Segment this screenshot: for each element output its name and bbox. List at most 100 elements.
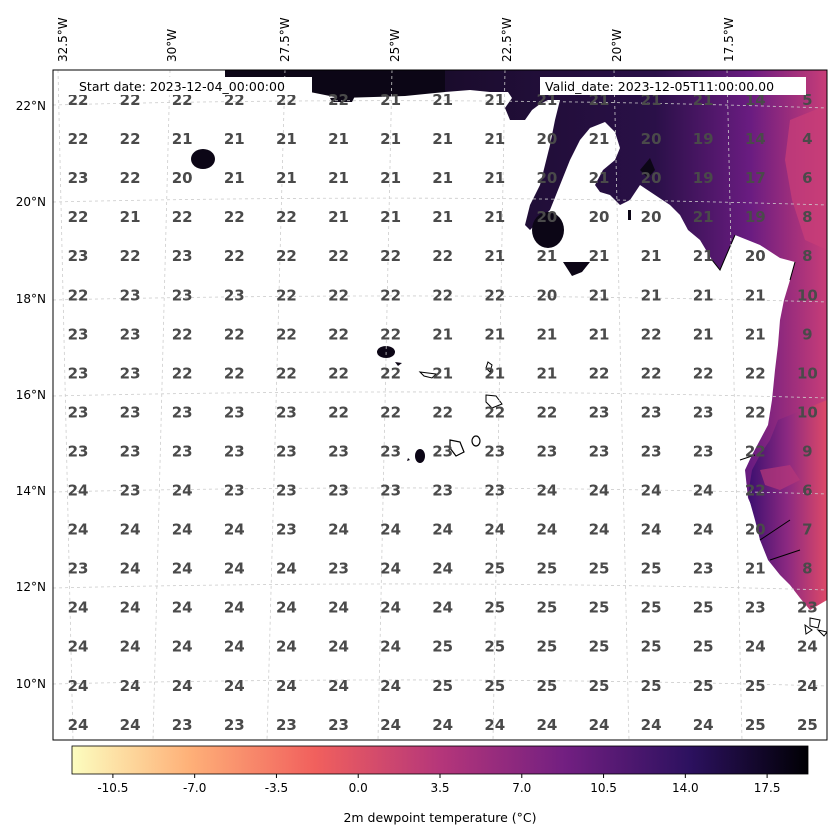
grid-value-label: 24 (797, 638, 818, 656)
grid-value-label: 22 (276, 247, 297, 265)
grid-value-label: 21 (589, 325, 610, 343)
grid-value-label: 23 (172, 247, 193, 265)
grid-value-label: 24 (380, 521, 401, 539)
grid-value-label: 20 (536, 208, 557, 226)
grid-value-label: 24 (484, 521, 505, 539)
grid-value-label: 23 (224, 442, 245, 460)
lon-label-25w: 25°W (388, 29, 402, 62)
grid-value-label: 23 (120, 364, 141, 382)
grid-value-label: 21 (328, 208, 349, 226)
grid-value-label: 25 (641, 677, 662, 695)
grid-value-label: 21 (224, 169, 245, 187)
grid-value-label: 24 (693, 482, 714, 500)
grid-value-label: 25 (589, 677, 610, 695)
island-santiago (415, 449, 425, 463)
grid-value-label: 23 (68, 560, 89, 578)
colorbar-tick-label: 14.0 (672, 781, 699, 795)
grid-value-label: 23 (224, 286, 245, 304)
grid-value-label: 8 (802, 247, 812, 265)
grid-value-label: 23 (68, 403, 89, 421)
grid-value-label: 22 (224, 325, 245, 343)
grid-value-label: 24 (224, 599, 245, 617)
colorbar-tick-label: 3.5 (430, 781, 449, 795)
grid-value-label: 22 (432, 247, 453, 265)
grid-value-label: 24 (797, 677, 818, 695)
grid-value-label: 21 (589, 91, 610, 109)
grid-value-label: 21 (328, 169, 349, 187)
grid-value-label: 23 (380, 482, 401, 500)
grid-value-label: 23 (172, 442, 193, 460)
grid-value-label: 24 (641, 482, 662, 500)
grid-value-label: 23 (536, 442, 557, 460)
grid-value-label: 22 (484, 403, 505, 421)
grid-value-label: 24 (172, 599, 193, 617)
grid-value-label: 21 (432, 169, 453, 187)
grid-value-label: 22 (328, 403, 349, 421)
grid-value-label: 21 (120, 208, 141, 226)
grid-value-label: 21 (224, 130, 245, 148)
colorbar-label: 2m dewpoint temperature (°C) (343, 810, 536, 825)
grid-value-label: 25 (797, 716, 818, 734)
grid-value-label: 22 (745, 364, 766, 382)
grid-value-label: 22 (693, 364, 714, 382)
grid-value-label: 24 (172, 638, 193, 656)
grid-value-label: 14 (745, 130, 766, 148)
grid-value-label: 24 (68, 521, 89, 539)
grid-value-label: 24 (693, 716, 714, 734)
grid-value-label: 24 (432, 716, 453, 734)
grid-value-label: 24 (536, 716, 557, 734)
grid-value-label: 20 (536, 169, 557, 187)
grid-value-label: 24 (693, 521, 714, 539)
grid-value-label: 24 (328, 521, 349, 539)
grid-value-label: 21 (380, 91, 401, 109)
grid-value-label: 22 (172, 208, 193, 226)
grid-value-label: 21 (380, 208, 401, 226)
grid-value-label: 25 (432, 638, 453, 656)
grid-value-label: 24 (224, 560, 245, 578)
grid-value-label: 25 (536, 599, 557, 617)
grid-value-label: 23 (68, 169, 89, 187)
valid-date-text: Valid_date: 2023-12-05T11:00:00.00 (545, 79, 774, 94)
grid-value-label: 23 (120, 482, 141, 500)
grid-value-label: 25 (745, 677, 766, 695)
grid-value-label: 22 (641, 325, 662, 343)
grid-value-label: 24 (380, 677, 401, 695)
grid-value-label: 17 (745, 169, 766, 187)
grid-value-label: 21 (432, 325, 453, 343)
grid-value-label: 23 (432, 482, 453, 500)
grid-value-label: 22 (276, 208, 297, 226)
grid-value-label: 25 (641, 599, 662, 617)
lat-label-20n: 20°N (16, 195, 46, 209)
grid-value-label: 10 (797, 403, 818, 421)
grid-value-label: 24 (68, 599, 89, 617)
grid-value-label: 24 (432, 521, 453, 539)
grid-value-label: 22 (276, 325, 297, 343)
colorbar-tick-label: 0.0 (349, 781, 368, 795)
grid-value-label: 23 (328, 716, 349, 734)
grid-value-label: 25 (745, 716, 766, 734)
grid-value-label: 20 (536, 286, 557, 304)
grid-value-label: 25 (536, 560, 557, 578)
grid-value-label: 22 (328, 286, 349, 304)
grid-value-label: 25 (484, 599, 505, 617)
grid-value-label: 24 (276, 599, 297, 617)
colorbar-gradient (71, 745, 809, 775)
grid-value-label: 14 (745, 91, 766, 109)
grid-value-label: 4 (802, 130, 812, 148)
grid-value-label: 23 (589, 442, 610, 460)
grid-value-label: 21 (693, 286, 714, 304)
grid-value-label: 20 (589, 208, 610, 226)
grid-value-label: 24 (380, 599, 401, 617)
grid-value-label: 10 (797, 286, 818, 304)
grid-value-label: 24 (172, 677, 193, 695)
grid-value-label: 21 (745, 560, 766, 578)
lat-label-16n: 16°N (16, 388, 46, 402)
grid-value-label: 24 (484, 716, 505, 734)
grid-value-label: 24 (589, 482, 610, 500)
gridlines (53, 70, 827, 740)
grid-value-label: 24 (589, 716, 610, 734)
grid-value-label: 25 (484, 677, 505, 695)
grid-value-label: 20 (641, 208, 662, 226)
colorbar-tick-label: 7.0 (512, 781, 531, 795)
